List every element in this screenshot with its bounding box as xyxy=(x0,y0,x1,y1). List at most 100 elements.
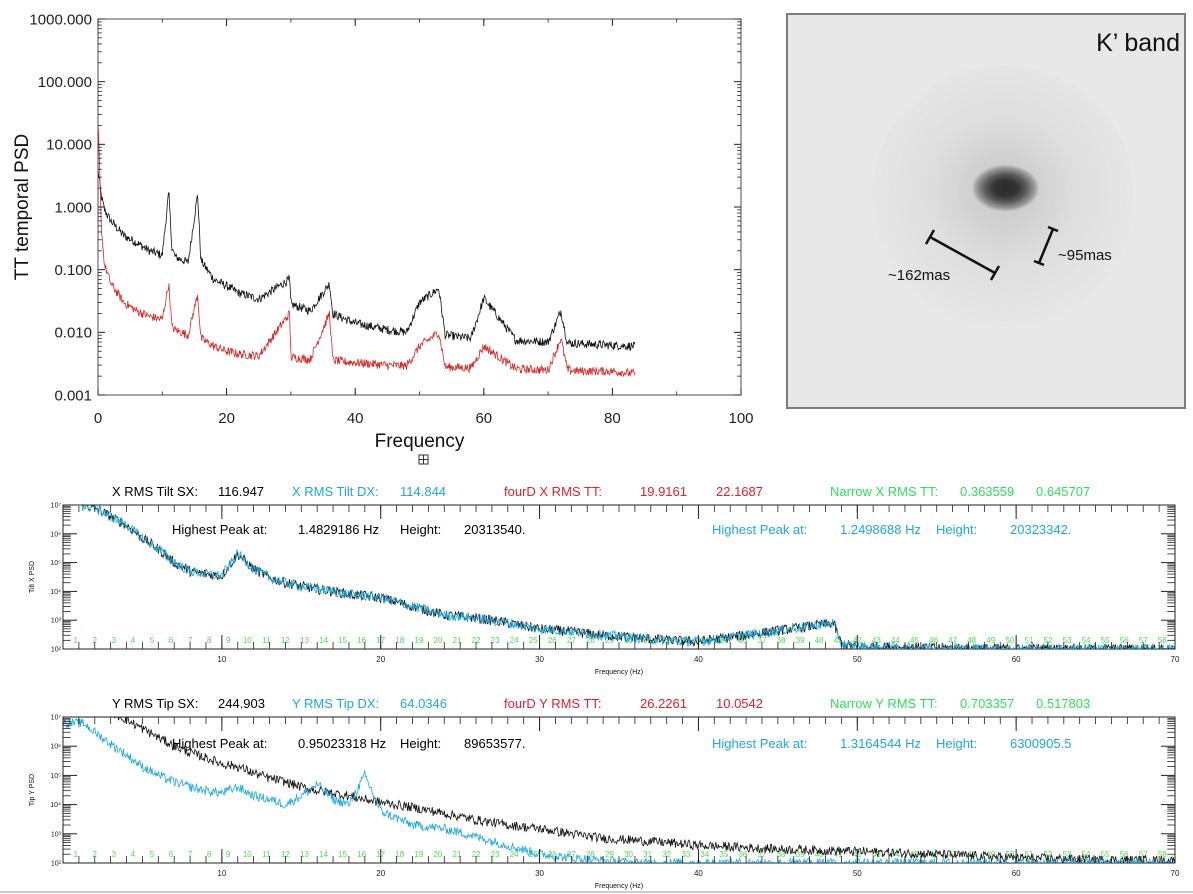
x-tick-label: 50 xyxy=(853,869,862,878)
x-peak1-freq: 1.4829186 Hz xyxy=(298,522,379,537)
harmonic-label: 41 xyxy=(834,850,843,859)
x-tick-label: 40 xyxy=(694,869,703,878)
x-rms-sx-label: X RMS Tilt SX: xyxy=(112,484,198,499)
harmonic-label: 49 xyxy=(986,636,995,645)
harmonic-label: 31 xyxy=(643,850,652,859)
x-axis-label: Frequency (Hz) xyxy=(595,883,643,890)
harmonic-label: 7 xyxy=(188,636,193,645)
harmonic-label: 21 xyxy=(453,850,462,859)
major-axis-cap xyxy=(924,229,936,245)
harmonic-label: 34 xyxy=(700,850,709,859)
harmonic-label: 58 xyxy=(1158,636,1167,645)
y-peak1-freq: 0.95023318 Hz xyxy=(298,736,387,751)
harmonic-label: 3 xyxy=(112,636,117,645)
x-tick-label: 40 xyxy=(347,410,364,427)
major-axis-label: ~162mas xyxy=(888,267,951,284)
y-rms-sx-label: Y RMS Tip SX: xyxy=(112,696,199,711)
harmonic-label: 7 xyxy=(188,850,193,859)
harmonic-label: 36 xyxy=(738,636,747,645)
harmonic-label: 40 xyxy=(815,850,824,859)
harmonic-label: 28 xyxy=(586,850,595,859)
x-narrow-label: Narrow X RMS TT: xyxy=(830,484,939,499)
harmonic-label: 27 xyxy=(567,636,576,645)
harmonic-label: 45 xyxy=(910,850,919,859)
harmonic-label: 31 xyxy=(643,636,652,645)
x-narrow-value-1: 0.363559 xyxy=(960,484,1015,499)
harmonic-label: 12 xyxy=(281,850,290,859)
harmonic-label: 20 xyxy=(433,636,442,645)
harmonic-label: 4 xyxy=(131,636,136,645)
harmonic-label: 44 xyxy=(891,636,900,645)
harmonic-label: 37 xyxy=(758,636,767,645)
x-peak2-freq: 1.2498688 Hz xyxy=(840,522,921,537)
harmonic-label: 49 xyxy=(986,850,995,859)
y-peak1-label: Highest Peak at: xyxy=(172,736,268,751)
x-fourd-label: fourD X RMS TT: xyxy=(504,484,603,499)
harmonic-label: 32 xyxy=(662,636,671,645)
harmonic-label: 57 xyxy=(1139,850,1148,859)
harmonic-label: 45 xyxy=(910,636,919,645)
harmonic-label: 50 xyxy=(1005,850,1014,859)
harmonic-label: 24 xyxy=(510,636,519,645)
harmonic-label: 9 xyxy=(226,850,231,859)
harmonic-label: 3 xyxy=(112,850,117,859)
y-tick-label: 0.010 xyxy=(54,325,92,342)
harmonic-label: 35 xyxy=(719,850,728,859)
harmonic-label: 26 xyxy=(548,636,557,645)
harmonic-label: 54 xyxy=(1082,636,1091,645)
x-tick-label: 50 xyxy=(853,655,862,664)
harmonic-label: 28 xyxy=(586,636,595,645)
harmonic-label: 30 xyxy=(624,850,633,859)
harmonic-label: 50 xyxy=(1005,636,1014,645)
harmonic-label: 22 xyxy=(472,636,481,645)
harmonic-label: 4 xyxy=(131,850,136,859)
harmonic-label: 25 xyxy=(529,636,538,645)
y-narrow-value-2: 0.517803 xyxy=(1036,696,1091,711)
harmonic-label: 16 xyxy=(357,850,366,859)
x-tick-label: 20 xyxy=(376,655,385,664)
x-tick-label: 10 xyxy=(217,655,226,664)
y-tick-label: 10⁴ xyxy=(50,802,61,809)
harmonic-label: 32 xyxy=(662,850,671,859)
y-fourd-value-1: 26.2261 xyxy=(640,696,687,711)
x-peak1-height-label: Height: xyxy=(400,522,442,537)
y-narrow-label: Narrow Y RMS TT: xyxy=(830,696,938,711)
harmonic-label: 38 xyxy=(777,636,786,645)
y-rms-sx-value: 244.903 xyxy=(218,696,265,711)
x-rms-dx-value: 114.844 xyxy=(400,484,447,499)
harmonic-label: 14 xyxy=(319,636,328,645)
harmonic-label: 40 xyxy=(815,636,824,645)
x-tick-label: 60 xyxy=(1012,655,1021,664)
x-fourd-value-1: 19.9161 xyxy=(640,484,687,499)
y-tick-label: 10⁴ xyxy=(50,589,61,596)
harmonic-label: 57 xyxy=(1139,636,1148,645)
harmonic-label: 46 xyxy=(929,636,938,645)
y-peak2-label: Highest Peak at: xyxy=(712,736,808,751)
y-narrow-value-1: 0.703357 xyxy=(960,696,1015,711)
x-rms-sx-value: 116.947 xyxy=(218,484,265,499)
harmonic-label: 24 xyxy=(510,850,519,859)
x-peak1-label: Highest Peak at: xyxy=(172,522,268,537)
harmonic-label: 36 xyxy=(738,850,747,859)
x-tick-label: 0 xyxy=(94,410,102,427)
harmonic-label: 2 xyxy=(93,636,98,645)
x-narrow-value-2: 0.645707 xyxy=(1036,484,1091,499)
harmonic-label: 51 xyxy=(1024,636,1033,645)
harmonic-label: 11 xyxy=(262,850,271,859)
y-rms-dx-label: Y RMS Tip DX: xyxy=(292,696,380,711)
harmonic-label: 15 xyxy=(338,850,347,859)
harmonic-label: 18 xyxy=(395,850,404,859)
x-axis-label: Frequency xyxy=(375,431,465,452)
harmonic-label: 53 xyxy=(1063,850,1072,859)
harmonic-label: 58 xyxy=(1158,850,1167,859)
harmonic-label: 19 xyxy=(414,850,423,859)
y-tick-label: 10² xyxy=(51,646,62,653)
x-tick-label: 60 xyxy=(1012,869,1021,878)
harmonic-label: 33 xyxy=(681,850,690,859)
harmonic-label: 38 xyxy=(777,850,786,859)
x-peak2-label: Highest Peak at: xyxy=(712,522,808,537)
galaxy-blob-image xyxy=(872,65,1134,327)
harmonic-label: 21 xyxy=(453,636,462,645)
y-tick-label: 10⁷ xyxy=(51,714,62,721)
